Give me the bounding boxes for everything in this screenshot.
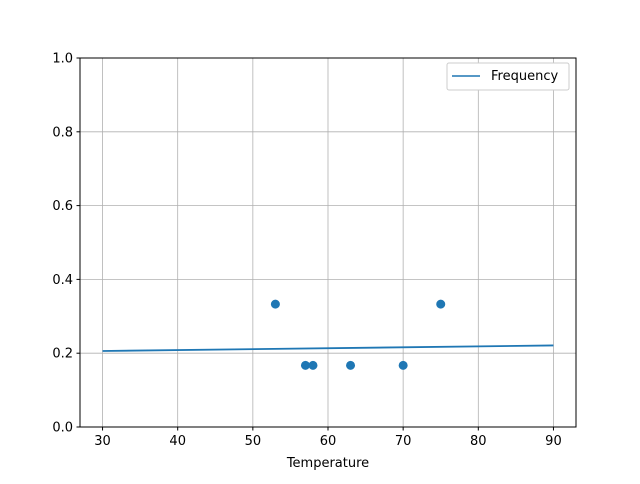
scatter-point — [346, 360, 356, 370]
x-tick-label: 70 — [395, 434, 412, 449]
series-line-frequency — [102, 344, 554, 352]
scatter-point — [300, 360, 310, 370]
y-tick-label: 0.4 — [52, 273, 73, 288]
y-tick-label: 1.0 — [52, 52, 73, 67]
scatter-point — [270, 299, 280, 309]
x-tick-label: 40 — [169, 434, 186, 449]
x-tick-label: 60 — [320, 434, 337, 449]
x-axis-label: Temperature — [286, 456, 369, 471]
scatter-point — [398, 360, 408, 370]
x-tick-label: 50 — [245, 434, 262, 449]
marks — [102, 299, 554, 370]
scatter-point — [436, 299, 446, 309]
x-tick-label: 90 — [545, 434, 562, 449]
x-tick-label: 80 — [470, 434, 487, 449]
y-tick-label: 0.8 — [52, 125, 73, 140]
scatter-point — [308, 360, 318, 370]
x-tick-label: 30 — [94, 434, 111, 449]
legend: Frequency — [446, 62, 570, 91]
y-tick-label: 0.2 — [52, 347, 73, 362]
y-tick-label: 0.6 — [52, 199, 73, 214]
ticks: 30 40 50 60 70 80 90 0.0 0.2 0.4 0.6 0.8 1.0 — [52, 52, 561, 450]
legend-box — [446, 62, 570, 91]
legend-label-frequency: Frequency — [491, 69, 558, 84]
y-tick-label: 0.0 — [52, 421, 73, 436]
